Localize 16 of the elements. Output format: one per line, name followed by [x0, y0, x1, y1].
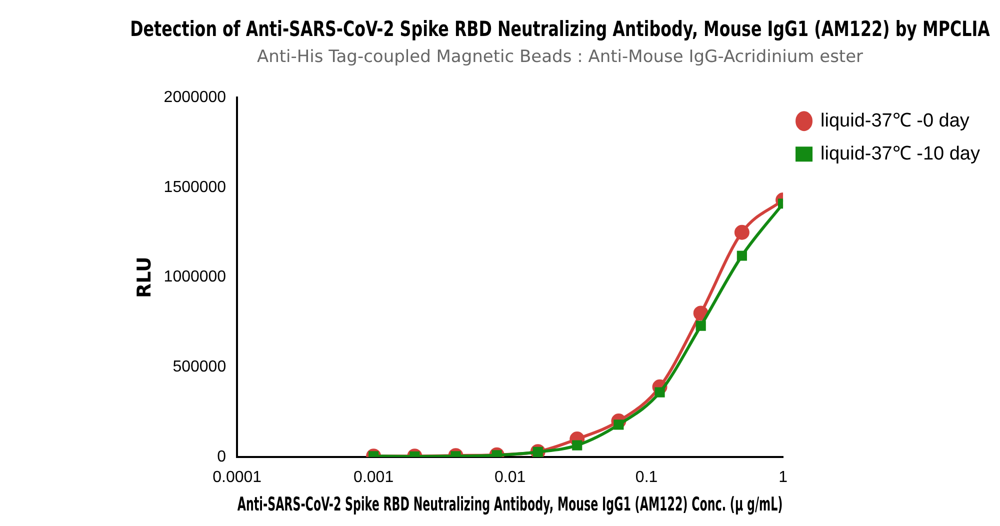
x-axis-title: Anti-SARS-CoV-2 Spike RBD Neutralizing Antibody, Mouse IgG1 (AM122) Conc. (μ g/mL)	[237, 493, 783, 516]
legend-label: liquid-37℃ -0 day	[820, 110, 970, 132]
x-tick-label: 0.1	[635, 469, 658, 486]
y-tick-label: 2000000	[164, 89, 226, 106]
y-tick-label: 0	[217, 448, 226, 466]
x-tick-label: 1	[778, 469, 788, 486]
chart-subtitle: Anti-His Tag-coupled Magnetic Beads : Anti-Mouse IgG-Acridinium ester	[256, 46, 864, 67]
y-axis-title: RLU	[133, 256, 156, 298]
y-tick-label: 1500000	[164, 178, 226, 196]
x-tick-label: 0.0001	[212, 469, 262, 486]
chart-title: Detection of Anti-SARS-CoV-2 Spike RBD Neutralizing Antibody, Mouse IgG1 (AM122) by MPCLIA	[130, 18, 990, 42]
legend-label: liquid-37℃ -10 day	[820, 143, 980, 164]
y-tick-label: 1000000	[164, 268, 226, 286]
x-tick-label: 0.001	[354, 469, 394, 486]
x-tick-label: 0.01	[494, 469, 526, 486]
y-tick-label: 500000	[172, 358, 226, 376]
